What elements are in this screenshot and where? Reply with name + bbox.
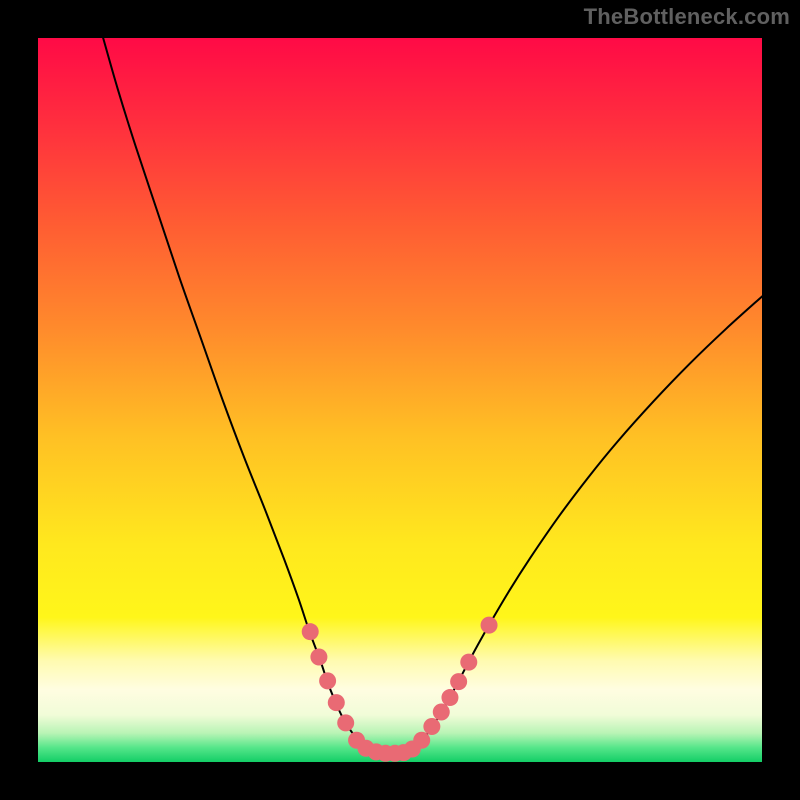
data-marker [441,689,458,706]
data-marker [433,704,450,721]
chart-frame: TheBottleneck.com [0,0,800,800]
data-marker [337,714,354,731]
data-marker [319,672,336,689]
plot-area [38,38,762,762]
data-marker [413,732,430,749]
data-marker [481,617,498,634]
data-marker [328,694,345,711]
data-marker [423,718,440,735]
data-marker [310,649,327,666]
data-marker [302,623,319,640]
plot-svg [38,38,762,762]
data-marker [460,654,477,671]
watermark-text: TheBottleneck.com [584,4,790,30]
data-marker [450,673,467,690]
